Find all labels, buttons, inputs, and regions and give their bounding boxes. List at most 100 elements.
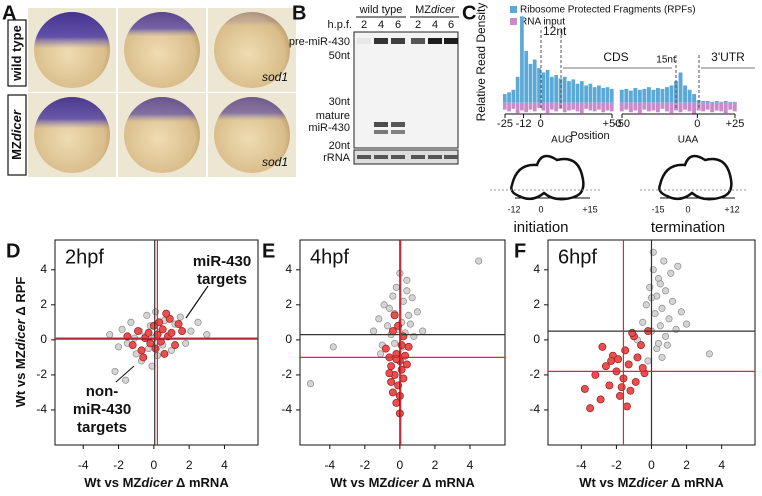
marker-label: rRNA <box>323 152 351 164</box>
point <box>403 287 411 295</box>
bar <box>562 102 567 113</box>
annotation: AUG <box>551 135 573 146</box>
y-axis-label-part: Wt vs MZ <box>13 350 28 407</box>
y-tick-label: -4 <box>36 402 47 416</box>
point <box>381 344 390 353</box>
x-axis-label: Wt vs MZdicer Δ mRNA <box>330 475 475 490</box>
point <box>143 311 151 319</box>
point <box>614 355 623 364</box>
point <box>607 356 616 365</box>
bar <box>502 102 507 110</box>
point <box>162 309 171 318</box>
group-label-part: wild type <box>359 4 403 16</box>
x-axis-label-part: Wt vs MZ <box>84 475 141 490</box>
x-tick-label: 0 <box>694 118 700 130</box>
point <box>669 297 677 305</box>
point <box>401 351 410 360</box>
point <box>667 269 675 277</box>
bar <box>537 102 541 108</box>
point <box>329 343 337 351</box>
point <box>626 386 635 395</box>
bar <box>692 102 697 114</box>
point <box>388 388 397 397</box>
x-axis-label-part: Δ mRNA <box>667 475 724 490</box>
lane-label: 2 <box>361 19 367 31</box>
point <box>128 341 137 350</box>
point <box>406 320 414 328</box>
group-label-part: MZ <box>415 4 431 16</box>
panel-title: 2hpf <box>65 246 104 268</box>
bar <box>601 102 606 113</box>
bar <box>567 81 571 103</box>
row-label-part: wild type <box>9 25 24 82</box>
bar <box>732 102 737 112</box>
point <box>419 327 427 335</box>
point <box>591 370 600 379</box>
x-tick-label: 4 <box>221 458 228 472</box>
point <box>167 328 176 337</box>
gene-label: sod1 <box>262 155 288 169</box>
lane-label: 6 <box>395 19 401 31</box>
bar <box>558 78 563 103</box>
bar <box>683 102 688 110</box>
point <box>637 341 645 350</box>
bar <box>584 85 588 103</box>
point <box>174 320 183 329</box>
bar <box>511 89 516 103</box>
bar <box>511 102 516 109</box>
bar <box>545 69 550 103</box>
bar <box>562 76 567 103</box>
bar <box>665 102 669 112</box>
row-label-part: dicer <box>9 109 24 141</box>
bar <box>714 102 719 111</box>
bar <box>541 72 546 103</box>
point <box>158 325 167 334</box>
x-tick-label: -12 <box>516 118 532 130</box>
row-label-box <box>7 94 27 176</box>
schematic-position: +15 <box>582 204 597 214</box>
bar <box>554 102 559 112</box>
point <box>132 350 140 358</box>
bar <box>619 89 624 103</box>
point <box>111 367 119 375</box>
bar <box>646 87 651 103</box>
gel-band <box>374 130 388 134</box>
gene-label: sod1 <box>262 70 288 84</box>
lane-label: 4 <box>432 19 438 31</box>
x-axis-label-part: Δ mRNA <box>418 475 475 490</box>
bar <box>655 88 660 103</box>
point <box>392 355 401 364</box>
annotation-pointer <box>115 365 135 383</box>
panel-label: F <box>514 240 526 262</box>
lane-label: 4 <box>378 19 384 31</box>
point <box>385 369 394 378</box>
bar <box>609 102 614 112</box>
point <box>661 332 670 340</box>
legend-swatch <box>510 18 517 25</box>
point <box>683 320 691 328</box>
point <box>661 287 670 295</box>
bar <box>669 102 674 114</box>
x-axis-label-part: dicer <box>141 475 173 490</box>
bar <box>579 102 584 114</box>
x-tick-label: 0 <box>538 118 544 130</box>
x-tick-label: 4 <box>467 458 474 472</box>
point <box>106 331 114 339</box>
x-tick-label: +25 <box>726 118 745 130</box>
annotation: 3'UTR <box>711 50 745 64</box>
panel-title: 4hpf <box>310 246 349 268</box>
bar <box>732 101 737 103</box>
bar <box>571 102 576 110</box>
gel-band <box>357 38 371 44</box>
gel-band <box>444 38 458 44</box>
annotation: UAA <box>678 135 699 146</box>
x-tick-label: 0 <box>151 458 158 472</box>
bar <box>597 102 601 110</box>
x-axis-label-part: Wt vs MZ <box>579 475 636 490</box>
point <box>385 304 393 312</box>
bar <box>705 102 710 110</box>
y-tick-label: 4 <box>533 262 540 276</box>
marker-label: 20nt <box>329 140 350 152</box>
bar <box>605 102 610 111</box>
